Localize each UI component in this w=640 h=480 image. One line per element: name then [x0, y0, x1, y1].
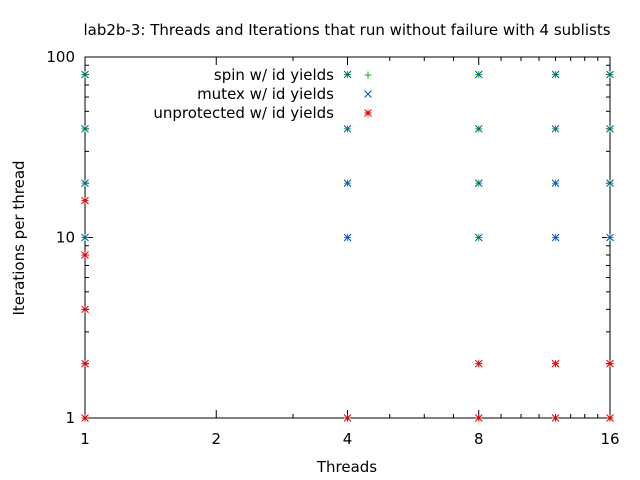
point-mutex-w-id-yields [81, 70, 89, 79]
x-tick-label: 4 [343, 430, 353, 448]
legend-marker-mutex-w-id-yields [364, 90, 372, 98]
x-axis-label: Threads [316, 458, 377, 476]
point-unprotected-w-id-yields [343, 414, 352, 422]
x-tick-label: 16 [600, 430, 619, 448]
x-tick-label: 8 [474, 430, 484, 448]
y-axis-label: Iterations per thread [10, 160, 28, 315]
point-unprotected-w-id-yields [81, 251, 89, 259]
point-mutex-w-id-yields [81, 179, 89, 188]
point-mutex-w-id-yields [343, 70, 352, 79]
x-tick-label: 1 [80, 430, 90, 448]
point-mutex-w-id-yields [551, 233, 560, 242]
point-mutex-w-id-yields [81, 124, 89, 133]
legend-label-spin-w-id-yields: spin w/ id yields [214, 66, 334, 84]
y-tick-label: 1 [65, 409, 75, 427]
point-unprotected-w-id-yields [551, 359, 560, 368]
point-mutex-w-id-yields [606, 70, 614, 79]
chart-title: lab2b-3: Threads and Iterations that run… [83, 21, 610, 39]
point-unprotected-w-id-yields [606, 414, 614, 422]
point-mutex-w-id-yields [343, 233, 352, 242]
point-mutex-w-id-yields [343, 179, 352, 188]
point-mutex-w-id-yields [343, 124, 352, 133]
point-unprotected-w-id-yields [474, 414, 483, 422]
point-unprotected-w-id-yields [551, 414, 560, 422]
point-mutex-w-id-yields [606, 179, 614, 188]
point-mutex-w-id-yields [474, 179, 483, 188]
axis-ticks: 1 2 4 8 16 1 10 100 [46, 48, 619, 448]
point-mutex-w-id-yields [81, 233, 89, 242]
point-unprotected-w-id-yields [81, 414, 89, 422]
point-mutex-w-id-yields [474, 70, 483, 79]
legend-label-mutex-w-id-yields: mutex w/ id yields [197, 85, 334, 103]
legend-label-unprotected-w-id-yields: unprotected w/ id yields [153, 104, 334, 122]
point-unprotected-w-id-yields [81, 196, 89, 205]
x-tick-label: 2 [211, 430, 221, 448]
point-mutex-w-id-yields [606, 124, 614, 133]
point-unprotected-w-id-yields [606, 359, 614, 368]
point-mutex-w-id-yields [551, 179, 560, 188]
point-unprotected-w-id-yields [81, 305, 89, 314]
y-tick-label: 10 [56, 229, 75, 247]
point-mutex-w-id-yields [551, 124, 560, 133]
point-mutex-w-id-yields [606, 233, 614, 242]
point-mutex-w-id-yields [474, 124, 483, 133]
point-unprotected-w-id-yields [474, 359, 483, 368]
legend-marker-spin-w-id-yields [364, 71, 372, 79]
point-mutex-w-id-yields [474, 233, 483, 242]
data-marks [81, 70, 614, 422]
point-mutex-w-id-yields [551, 70, 560, 79]
legend-marker-unprotected-w-id-yields [364, 109, 372, 117]
point-unprotected-w-id-yields [81, 359, 89, 368]
y-tick-label: 100 [46, 48, 75, 66]
